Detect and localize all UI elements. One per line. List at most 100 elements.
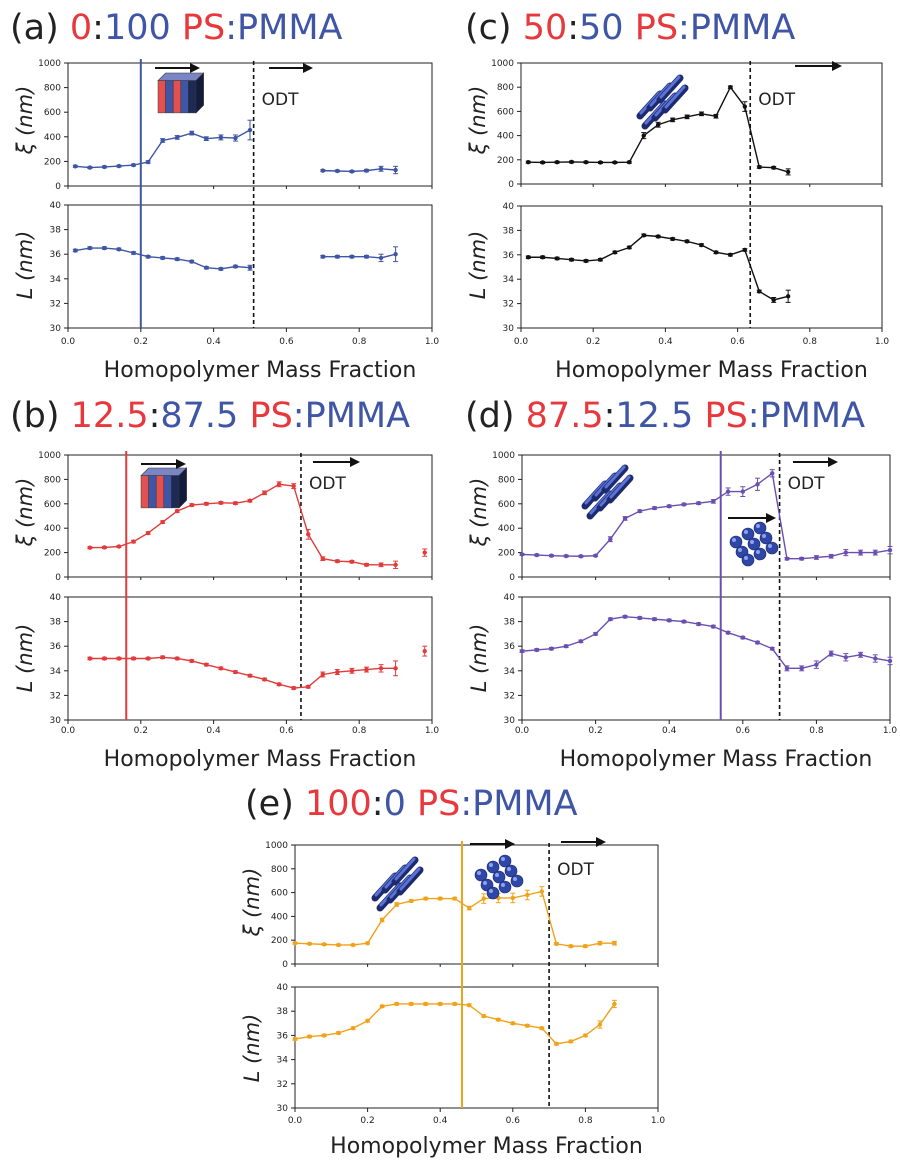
chart-a: 0 200 400 600 800 1000 30 32 34 36 38 40 0.0 0.2 0.4 0.… [13, 59, 439, 383]
L-data-point [321, 1033, 327, 1038]
xi-data-point [87, 545, 93, 550]
L-data-point [728, 252, 733, 257]
xi-data-point [175, 508, 180, 514]
xi-data-point [160, 138, 165, 143]
panel-e: (e) 100:0 PS:PMMA 0 200 400 600 800 1000 30 32 3… [225, 780, 675, 1165]
x-tick-label: 0.2 [134, 726, 148, 736]
xi-tick-label: 200 [497, 156, 514, 166]
xi-axis-label: ξ (nm) [467, 478, 491, 548]
L-tick-label: 34 [50, 275, 62, 285]
xi-data-point [771, 165, 776, 170]
L-data-point [276, 682, 282, 687]
pmma-amount: 12.5 [615, 396, 694, 436]
xi-data-point [378, 562, 384, 567]
panel-a-chart: 0 200 400 600 800 1000 30 32 34 36 38 40 0.0 0.2 0.4 0.… [13, 59, 439, 383]
L-tick-label: 34 [50, 667, 62, 677]
L-series-line [294, 1003, 616, 1045]
xi-data-point [608, 536, 613, 542]
pmma-amount: 87.5 [160, 396, 239, 436]
ps-amount: 12.5 [70, 396, 149, 436]
L-data-point [713, 250, 719, 255]
colon-separator: : [678, 8, 690, 48]
arrow-head [828, 457, 838, 467]
lamella-slab [180, 80, 189, 114]
xi-data-point [102, 164, 107, 170]
ps-word: PS [249, 396, 293, 436]
L-axis-label: L (nm) [240, 1014, 264, 1083]
sphere-highlight [732, 538, 736, 542]
lamella-slab [155, 475, 165, 509]
xi-data-point [740, 489, 745, 494]
lamellae-icon [157, 72, 205, 114]
xi-data-point [519, 552, 525, 557]
xi-tick-label: 600 [498, 500, 515, 510]
L-tick-label: 32 [50, 299, 61, 309]
xi-data-point [87, 165, 93, 170]
xi-data-point [336, 942, 341, 948]
ratio-separator: : [92, 8, 104, 48]
lamella-slab [157, 80, 166, 114]
L-data-point [593, 631, 598, 637]
xi-axis-label: ξ (nm) [13, 86, 37, 156]
panel-a: (a) 0:100 PS:PMMA 0 200 400 600 800 1000 30 32 3… [0, 0, 450, 390]
sphere [741, 553, 755, 567]
sphere [498, 880, 512, 894]
L-data-point [467, 1002, 472, 1008]
xi-data-point [728, 85, 733, 90]
L-data-point [873, 656, 878, 661]
xi-tick-label: 400 [44, 133, 61, 143]
L-plot-frame [67, 596, 433, 721]
sphere-highlight [477, 871, 481, 875]
cylinders-icon [371, 856, 424, 912]
panel-letter: (c) [465, 8, 523, 48]
lamellae-side [178, 467, 187, 509]
x-tick-label: 0.2 [360, 1116, 374, 1126]
x-tick-label: 0.4 [206, 337, 221, 347]
ratio-separator: : [567, 8, 580, 48]
L-data-point [336, 1030, 341, 1036]
xi-tick-label: 800 [497, 83, 514, 93]
L-data-point [116, 247, 122, 252]
xi-tick-label: 1000 [38, 451, 61, 461]
xi-data-point [145, 159, 151, 165]
xi-data-point [534, 552, 539, 558]
xi-series-line [89, 483, 396, 566]
x-tick-label: 0.6 [279, 337, 294, 347]
L-data-point [622, 614, 628, 619]
L-data-point [725, 630, 731, 635]
L-data-point [408, 1001, 414, 1007]
L-data-point [858, 652, 863, 658]
L-tick-label: 34 [277, 1056, 289, 1066]
L-data-point [510, 1021, 515, 1026]
xi-data-point [742, 104, 748, 109]
x-tick-label: 1.0 [425, 337, 440, 347]
xi-tick-label: 600 [497, 107, 514, 117]
L-data-point [670, 236, 675, 242]
cylinders-icon [581, 464, 634, 520]
x-tick-label: 1.0 [651, 1116, 666, 1126]
panel-letter: (b) [10, 396, 71, 436]
ratio-separator: : [371, 784, 384, 824]
L-data-point [771, 297, 776, 303]
xi-data-point [233, 500, 238, 506]
L-data-point [175, 656, 180, 661]
L-data-point [711, 624, 716, 629]
L-data-point [320, 254, 325, 259]
L-data-point [843, 655, 849, 660]
ratio-separator: : [148, 396, 161, 436]
L-tick-label: 40 [50, 201, 62, 211]
xi-tick-label: 1000 [265, 841, 288, 851]
L-data-point [423, 1001, 428, 1007]
xi-data-point [247, 498, 253, 503]
L-data-point [563, 644, 569, 649]
xi-data-point [349, 559, 355, 564]
L-data-point [102, 656, 107, 661]
L-data-point [699, 242, 704, 248]
xi-data-point [568, 943, 574, 949]
xi-data-point [467, 905, 472, 911]
pmma-amount: 50 [579, 8, 624, 48]
L-data-point [131, 250, 136, 256]
xi-data-point [262, 490, 267, 496]
xi-tick-label: 200 [498, 549, 515, 559]
L-tick-label: 30 [504, 716, 516, 726]
